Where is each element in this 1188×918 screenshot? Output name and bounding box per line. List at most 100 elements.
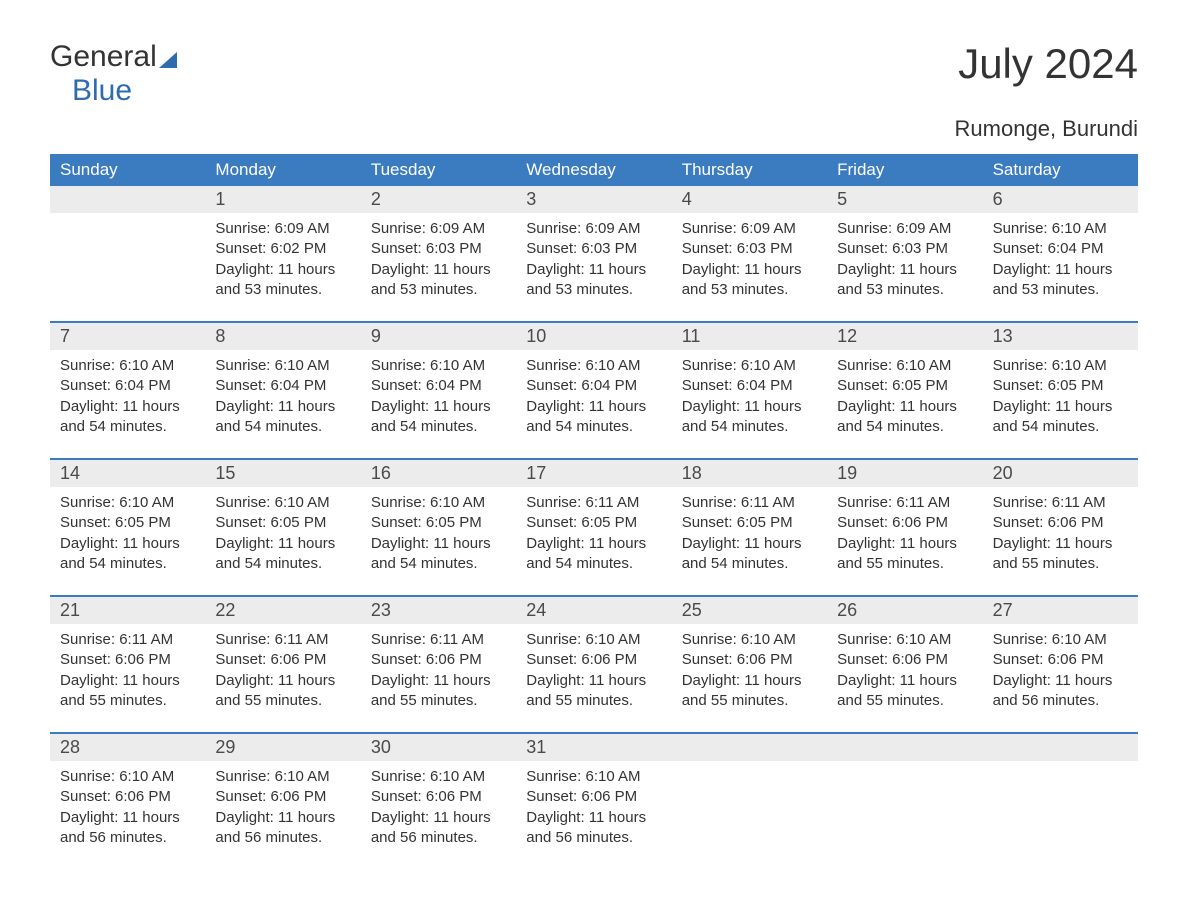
day-content: Sunrise: 6:11 AMSunset: 6:06 PMDaylight:… (205, 624, 360, 714)
logo: General Blue (50, 40, 177, 108)
day-content: Sunrise: 6:10 AMSunset: 6:04 PMDaylight:… (983, 213, 1138, 303)
day-line: Sunset: 6:02 PM (215, 239, 350, 259)
day-line: Daylight: 11 hours and 55 minutes. (837, 534, 972, 575)
day-number: 16 (361, 460, 516, 487)
month-title: July 2024 (958, 40, 1138, 88)
day-number: 24 (516, 597, 671, 624)
day-number: 20 (983, 460, 1138, 487)
day-line: Daylight: 11 hours and 56 minutes. (993, 671, 1128, 712)
day-content: Sunrise: 6:11 AMSunset: 6:05 PMDaylight:… (672, 487, 827, 577)
day-line: Sunrise: 6:10 AM (215, 493, 350, 513)
day-number (50, 186, 205, 213)
day-line: Sunrise: 6:11 AM (215, 630, 350, 650)
day-number: 28 (50, 734, 205, 761)
day-content (827, 761, 982, 851)
day-number: 2 (361, 186, 516, 213)
day-line: Sunrise: 6:11 AM (993, 493, 1128, 513)
day-number (827, 734, 982, 761)
day-line: Daylight: 11 hours and 55 minutes. (60, 671, 195, 712)
day-number: 25 (672, 597, 827, 624)
day-content: Sunrise: 6:09 AMSunset: 6:02 PMDaylight:… (205, 213, 360, 303)
day-line: Daylight: 11 hours and 54 minutes. (837, 397, 972, 438)
day-number: 31 (516, 734, 671, 761)
day-content: Sunrise: 6:10 AMSunset: 6:06 PMDaylight:… (983, 624, 1138, 714)
day-line: Daylight: 11 hours and 55 minutes. (682, 671, 817, 712)
day-line: Sunset: 6:04 PM (682, 376, 817, 396)
day-line: Sunrise: 6:10 AM (60, 493, 195, 513)
day-number: 22 (205, 597, 360, 624)
day-content: Sunrise: 6:09 AMSunset: 6:03 PMDaylight:… (827, 213, 982, 303)
day-line: Daylight: 11 hours and 53 minutes. (215, 260, 350, 301)
day-number: 5 (827, 186, 982, 213)
day-line: Daylight: 11 hours and 54 minutes. (993, 397, 1128, 438)
day-line: Sunrise: 6:10 AM (526, 356, 661, 376)
day-line: Sunset: 6:03 PM (371, 239, 506, 259)
day-line: Sunset: 6:04 PM (371, 376, 506, 396)
day-line: Sunrise: 6:10 AM (526, 767, 661, 787)
logo-text-block: General Blue (50, 40, 177, 108)
day-content: Sunrise: 6:10 AMSunset: 6:05 PMDaylight:… (983, 350, 1138, 440)
day-line: Sunrise: 6:10 AM (682, 356, 817, 376)
day-line: Sunset: 6:05 PM (526, 513, 661, 533)
day-number: 23 (361, 597, 516, 624)
calendar-grid: SundayMondayTuesdayWednesdayThursdayFrid… (50, 154, 1138, 851)
day-line: Sunset: 6:03 PM (837, 239, 972, 259)
day-number: 9 (361, 323, 516, 350)
day-line: Sunset: 6:06 PM (682, 650, 817, 670)
day-line: Sunrise: 6:11 AM (371, 630, 506, 650)
day-number: 13 (983, 323, 1138, 350)
day-number (983, 734, 1138, 761)
day-number: 6 (983, 186, 1138, 213)
day-number: 29 (205, 734, 360, 761)
day-line: Sunrise: 6:09 AM (837, 219, 972, 239)
day-line: Sunset: 6:04 PM (60, 376, 195, 396)
day-header: Tuesday (361, 154, 516, 186)
day-number: 11 (672, 323, 827, 350)
day-line: Sunset: 6:06 PM (837, 513, 972, 533)
day-line: Daylight: 11 hours and 53 minutes. (682, 260, 817, 301)
day-line: Daylight: 11 hours and 54 minutes. (371, 534, 506, 575)
day-number: 17 (516, 460, 671, 487)
day-line: Sunrise: 6:10 AM (371, 493, 506, 513)
day-line: Daylight: 11 hours and 54 minutes. (526, 397, 661, 438)
day-header: Friday (827, 154, 982, 186)
day-line: Sunset: 6:04 PM (526, 376, 661, 396)
day-line: Sunset: 6:06 PM (215, 650, 350, 670)
day-line: Sunrise: 6:09 AM (215, 219, 350, 239)
day-content: Sunrise: 6:10 AMSunset: 6:04 PMDaylight:… (50, 350, 205, 440)
logo-line2: Blue (72, 74, 132, 108)
day-line: Sunrise: 6:10 AM (526, 630, 661, 650)
day-line: Daylight: 11 hours and 54 minutes. (371, 397, 506, 438)
day-line: Sunset: 6:03 PM (526, 239, 661, 259)
day-line: Daylight: 11 hours and 54 minutes. (682, 397, 817, 438)
day-content: Sunrise: 6:10 AMSunset: 6:06 PMDaylight:… (672, 624, 827, 714)
day-number: 30 (361, 734, 516, 761)
title-block: July 2024 (958, 40, 1138, 88)
day-content: Sunrise: 6:10 AMSunset: 6:06 PMDaylight:… (361, 761, 516, 851)
day-content (50, 213, 205, 303)
day-line: Sunrise: 6:10 AM (993, 630, 1128, 650)
day-number: 21 (50, 597, 205, 624)
day-line: Sunset: 6:06 PM (526, 650, 661, 670)
day-number: 7 (50, 323, 205, 350)
day-line: Daylight: 11 hours and 56 minutes. (60, 808, 195, 849)
day-content: Sunrise: 6:09 AMSunset: 6:03 PMDaylight:… (516, 213, 671, 303)
day-line: Sunrise: 6:10 AM (60, 356, 195, 376)
day-line: Sunset: 6:04 PM (215, 376, 350, 396)
day-line: Daylight: 11 hours and 56 minutes. (526, 808, 661, 849)
day-line: Sunrise: 6:11 AM (526, 493, 661, 513)
day-line: Sunrise: 6:10 AM (371, 767, 506, 787)
day-number: 10 (516, 323, 671, 350)
day-line: Daylight: 11 hours and 55 minutes. (526, 671, 661, 712)
day-line: Sunrise: 6:10 AM (60, 767, 195, 787)
day-content: Sunrise: 6:11 AMSunset: 6:05 PMDaylight:… (516, 487, 671, 577)
day-line: Sunset: 6:06 PM (526, 787, 661, 807)
day-line: Sunset: 6:04 PM (993, 239, 1128, 259)
day-line: Sunrise: 6:10 AM (837, 356, 972, 376)
day-line: Daylight: 11 hours and 55 minutes. (993, 534, 1128, 575)
day-content: Sunrise: 6:10 AMSunset: 6:06 PMDaylight:… (205, 761, 360, 851)
day-line: Daylight: 11 hours and 54 minutes. (215, 534, 350, 575)
day-line: Daylight: 11 hours and 54 minutes. (682, 534, 817, 575)
day-line: Sunset: 6:05 PM (837, 376, 972, 396)
day-content: Sunrise: 6:09 AMSunset: 6:03 PMDaylight:… (672, 213, 827, 303)
